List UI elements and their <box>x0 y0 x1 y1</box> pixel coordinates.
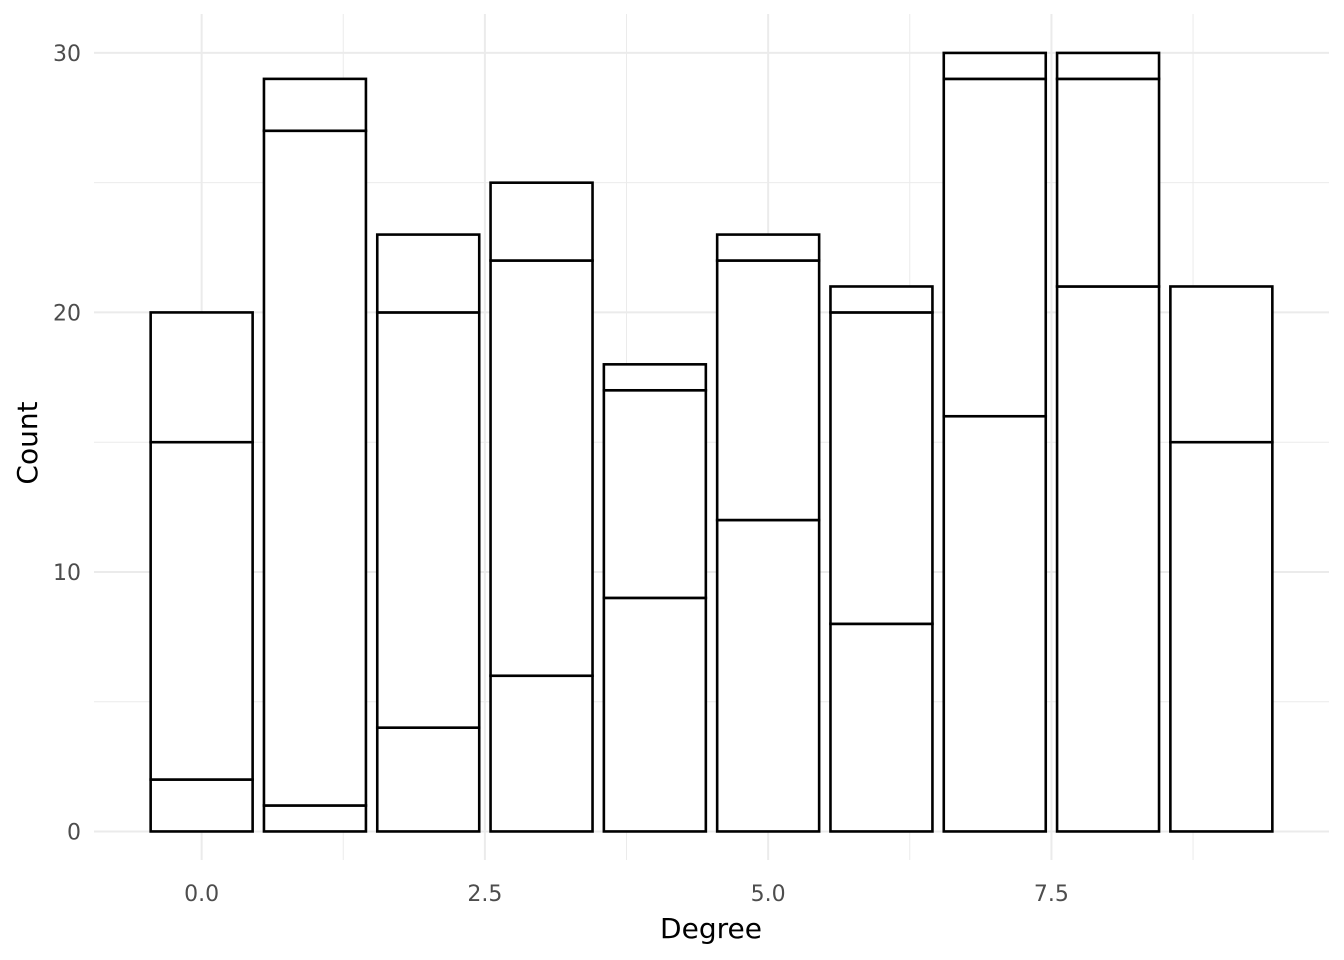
bar-segment <box>829 311 934 626</box>
bar-segment <box>715 233 821 262</box>
bar-segment <box>489 259 594 678</box>
bar-segment <box>489 181 594 262</box>
x-tick-label: 5.0 <box>751 882 786 907</box>
bar-stack <box>942 51 1048 833</box>
bar-segment <box>1055 285 1161 833</box>
bar-segment <box>602 388 708 600</box>
bar-segment <box>375 726 481 833</box>
bars <box>149 51 1274 833</box>
y-tick-label: 30 <box>53 42 81 67</box>
y-tick-label: 10 <box>53 561 81 586</box>
bar-stack <box>489 181 594 833</box>
bar-segment <box>829 285 934 314</box>
bar-segment <box>149 440 254 781</box>
bar-segment <box>489 674 594 833</box>
bar-stack <box>829 285 934 833</box>
bar-segment <box>149 311 254 444</box>
bar-segment <box>1055 51 1161 81</box>
bar-segment <box>715 259 821 522</box>
bar-stack <box>1169 285 1274 833</box>
y-tick-label: 0 <box>67 820 81 845</box>
bar-segment <box>1169 440 1274 833</box>
bar-segment <box>1055 77 1161 288</box>
bar-stack <box>602 363 708 833</box>
y-tick-label: 20 <box>53 301 81 326</box>
bar-segment <box>149 778 254 833</box>
bar-segment <box>942 77 1048 418</box>
bar-stack <box>149 311 254 833</box>
y-axis-title: Count <box>11 401 44 484</box>
bar-segment <box>942 414 1048 833</box>
x-tick-label: 0.0 <box>184 882 219 907</box>
bar-segment <box>262 804 368 833</box>
bar-segment <box>262 129 368 807</box>
x-axis-ticks: 0.0 2.5 5.0 7.5 <box>184 882 1069 907</box>
bar-segment <box>829 622 934 833</box>
bar-segment <box>262 77 368 133</box>
y-axis-ticks: 0 10 20 30 <box>53 42 81 846</box>
bar-stack <box>262 77 368 833</box>
bar-segment <box>942 51 1048 81</box>
bar-segment <box>375 233 481 314</box>
bar-segment <box>602 596 708 833</box>
bar-stack <box>715 233 821 833</box>
bar-segment <box>602 363 708 392</box>
bar-segment <box>375 311 481 729</box>
x-tick-label: 2.5 <box>467 882 502 907</box>
bar-stack <box>375 233 481 833</box>
x-axis-title: Degree <box>660 912 762 945</box>
x-tick-label: 7.5 <box>1034 882 1069 907</box>
bar-segment <box>1169 285 1274 444</box>
bar-segment <box>715 518 821 833</box>
bar-stack <box>1055 51 1161 833</box>
